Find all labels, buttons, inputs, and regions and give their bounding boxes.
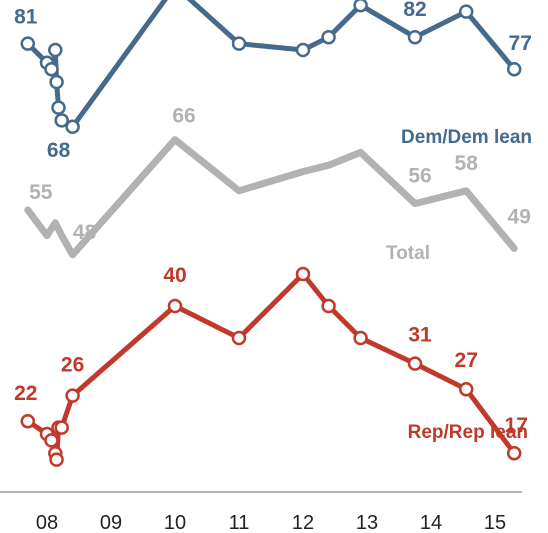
data-label-rep: 27 [455,349,478,372]
series-name-dem: Dem/Dem lean [401,127,532,148]
data-point-dem [65,119,80,135]
data-point-rep [167,298,183,314]
data-label-rep: 26 [61,354,84,377]
data-label-total: 55 [29,181,53,204]
data-point-dem [44,61,59,77]
x-tick-label: 12 [292,512,314,533]
data-label-rep: 40 [163,264,186,287]
data-point-dem [321,29,336,45]
series-name-total: Total [386,243,430,264]
data-point-dem [20,36,36,51]
data-point-rep [20,413,36,429]
data-point-dem [458,4,474,19]
x-tick-label: 10 [164,512,186,533]
data-label-rep: 31 [408,324,432,347]
data-point-dem [51,100,66,115]
data-label-total: 66 [172,105,195,128]
data-label-dem: 68 [47,139,71,162]
x-tick-label: 13 [356,512,378,533]
data-label-rep: 22 [14,382,37,405]
series-rep [20,266,522,467]
data-point-dem [48,42,63,58]
data-point-dem [407,29,423,45]
x-tick-label: 09 [100,512,122,533]
data-point-dem [506,61,522,77]
series-layer [20,0,522,467]
series-line-total [24,136,518,259]
data-label-total: 56 [408,165,431,188]
series-line-dem [25,0,517,130]
label-layer: 816890828677Dem/Dem lean554866565849Tota… [14,0,532,443]
data-point-rep [458,381,474,397]
data-point-dem [231,36,247,51]
data-point-rep [407,356,423,371]
data-point-rep [44,433,59,448]
data-label-total: 58 [455,152,479,175]
data-point-rep [54,420,69,435]
data-point-rep [353,330,368,346]
x-tick-label: 15 [484,512,506,533]
series-dem [20,0,522,135]
x-axis-ticks: 070809101112131415 [36,512,506,533]
data-point-rep [321,298,336,314]
series-total [24,136,518,259]
data-label-dem: 82 [403,0,426,21]
data-point-rep [49,452,64,467]
data-label-rep: 17 [505,414,528,437]
series-name-rep: Rep/Rep lean [408,422,528,443]
x-tick-label: 08 [36,512,58,533]
data-label-dem: 81 [14,6,38,29]
data-point-rep [65,388,80,403]
data-label-dem: 77 [509,32,532,55]
data-point-rep [506,445,522,461]
x-tick-label: 14 [420,512,442,533]
data-point-dem [353,0,368,13]
x-tick-label: 11 [229,512,250,533]
data-point-dem [295,42,311,58]
data-point-dem [54,113,69,128]
data-label-total: 49 [508,205,531,228]
data-point-dem [49,74,64,90]
data-point-rep [231,330,247,346]
data-label-total: 48 [73,221,97,244]
data-point-rep [295,266,311,282]
